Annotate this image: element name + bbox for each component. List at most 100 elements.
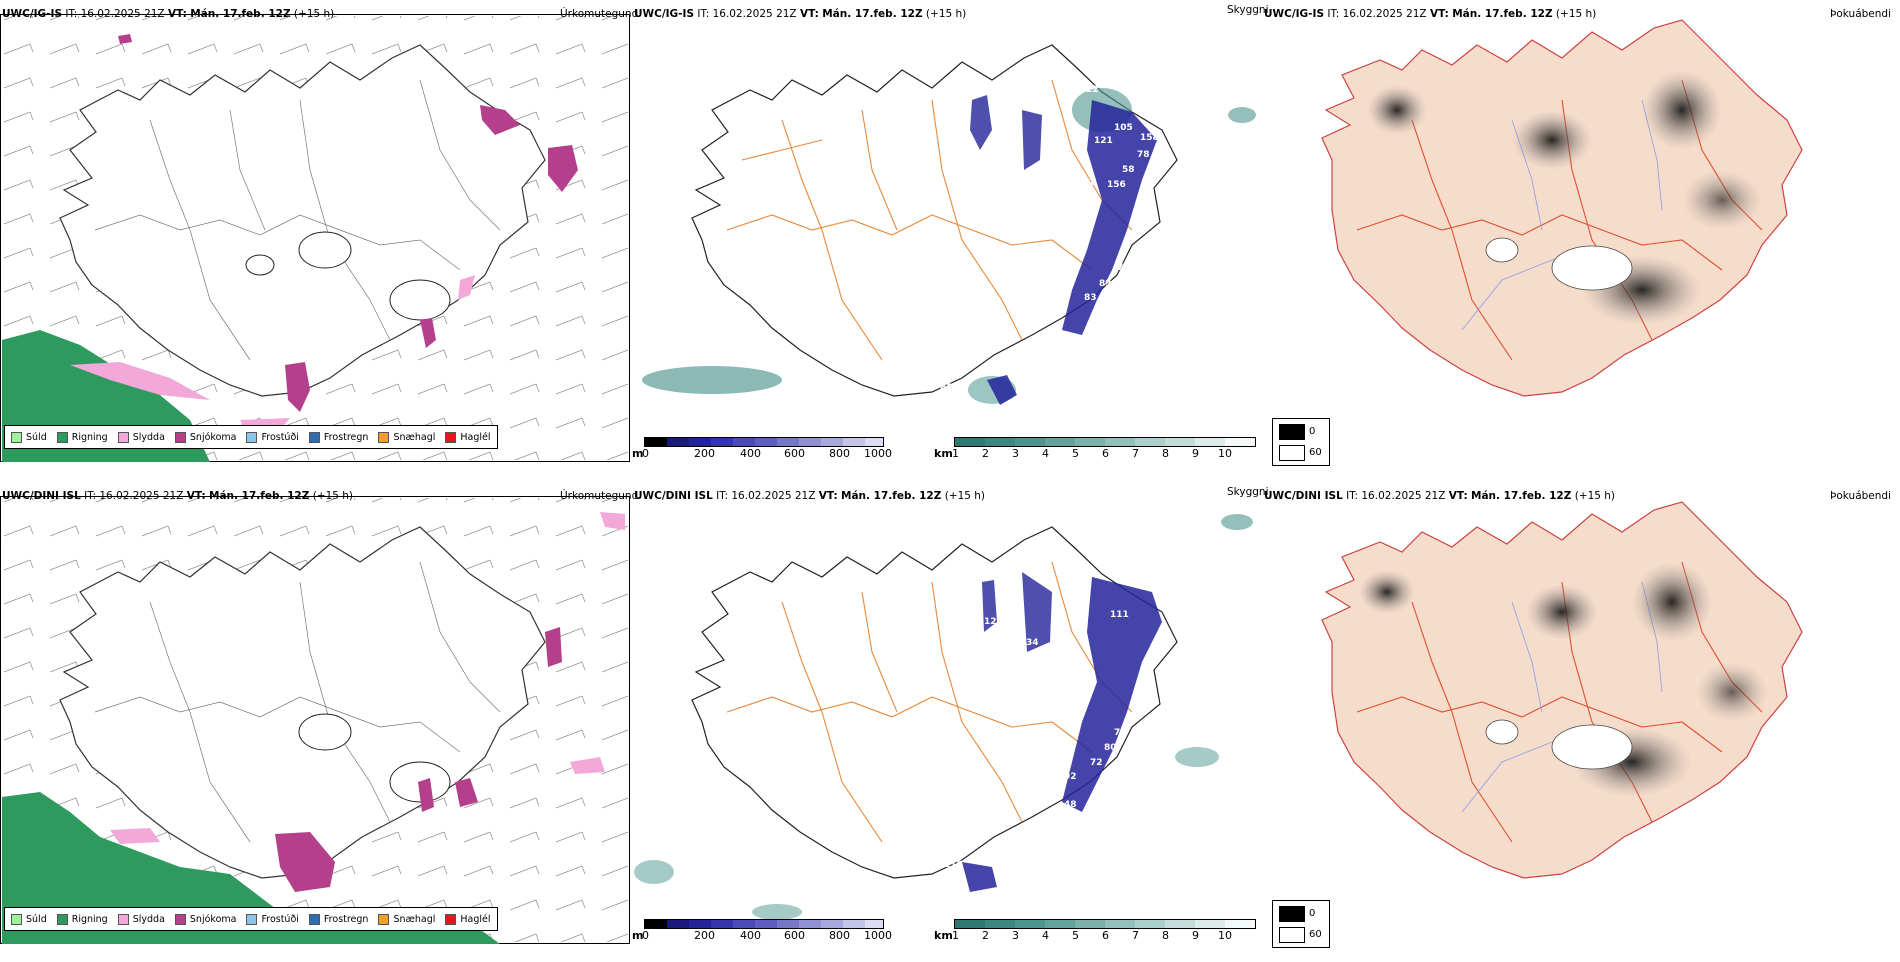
visibility-tick: 3 bbox=[1012, 447, 1019, 460]
row1-fog-header: UWC/IG-IS IT: 16.02.2025 21Z VT: Mán. 17… bbox=[1264, 8, 1597, 20]
legend-item: Slydda bbox=[117, 913, 165, 925]
station-label: 92 bbox=[1064, 772, 1077, 782]
ceiling-colorbar: m 0 200 400 600 800 1000 bbox=[632, 918, 892, 944]
fog-legend-white-swatch bbox=[1279, 445, 1305, 461]
ceiling-area bbox=[970, 95, 992, 150]
legend-swatch bbox=[117, 913, 129, 925]
row2-visibility-title: Skyggni bbox=[1227, 486, 1269, 498]
fog-legend-black-swatch bbox=[1279, 906, 1305, 922]
visibility-tick: 9 bbox=[1192, 929, 1199, 942]
glacier-outline bbox=[1551, 245, 1633, 291]
visibility-tick: 2 bbox=[982, 447, 989, 460]
visibility-tick: 7 bbox=[1132, 929, 1139, 942]
station-label: 85 bbox=[940, 383, 953, 393]
station-label: 87 bbox=[1172, 168, 1185, 178]
fog-legend-black-swatch bbox=[1279, 424, 1305, 440]
station-label: 111 bbox=[1046, 220, 1065, 230]
snow-area bbox=[548, 145, 578, 192]
snow-area bbox=[480, 105, 520, 135]
snow-area bbox=[275, 832, 335, 892]
legend-item: Rigning bbox=[56, 431, 108, 443]
row2-fog-title: Þokuábendi bbox=[1830, 490, 1891, 502]
station-label: 80 bbox=[1104, 743, 1117, 753]
station-label: 88 bbox=[1050, 623, 1063, 633]
glacier-outline bbox=[245, 254, 275, 276]
row1-precip-type-panel: UWC/IG-IS IT: 16.02.2025 21Z VT: Mán. 17… bbox=[0, 0, 638, 480]
legend-swatch bbox=[308, 431, 320, 443]
snow-area bbox=[420, 318, 436, 348]
visibility-tick: 8 bbox=[1162, 929, 1169, 942]
road-network bbox=[726, 79, 1133, 361]
station-label: 68 bbox=[1084, 178, 1097, 188]
legend-swatch bbox=[378, 431, 390, 443]
ceiling-tick: 1000 bbox=[864, 929, 892, 942]
legend-item: Haglél bbox=[445, 431, 491, 443]
row2-fog-panel: UWC/DINI ISL IT: 16.02.2025 21Z VT: Mán.… bbox=[1262, 482, 1892, 962]
station-label: 78 bbox=[1137, 150, 1150, 160]
road-network bbox=[94, 79, 501, 361]
fog-area bbox=[1526, 584, 1598, 640]
row1-precip-frame bbox=[0, 14, 630, 462]
road-network bbox=[94, 561, 501, 843]
fog-legend-white-swatch bbox=[1279, 927, 1305, 943]
visibility-tick: 4 bbox=[1042, 929, 1049, 942]
fog-area bbox=[1632, 562, 1712, 642]
station-label: 122 bbox=[1080, 85, 1099, 95]
vis-area bbox=[634, 860, 674, 884]
fog-area bbox=[1682, 170, 1762, 230]
ceiling-colorbar-swatches bbox=[644, 919, 884, 929]
row1-visibility-map: 122 105 121 158 78 87 58 156 68 76 111 7… bbox=[642, 44, 1256, 405]
station-label: 105 bbox=[1114, 123, 1133, 133]
ceiling-tick: 400 bbox=[740, 447, 761, 460]
station-label: 83 bbox=[1084, 293, 1097, 303]
visibility-colorbar-swatches bbox=[954, 437, 1256, 447]
glacier-outline bbox=[298, 713, 352, 751]
ceiling-area bbox=[1022, 110, 1042, 170]
legend-item: Frostregn bbox=[308, 913, 368, 925]
ceiling-tick: 600 bbox=[784, 929, 805, 942]
visibility-tick: 8 bbox=[1162, 447, 1169, 460]
visibility-colorbar: km 1 2 3 4 5 6 7 8 9 10 bbox=[934, 436, 1256, 462]
legend-item: Snjókoma bbox=[174, 431, 236, 443]
sleet-area bbox=[70, 362, 210, 400]
glacier-outline bbox=[1551, 724, 1633, 770]
station-label: 62 bbox=[1060, 338, 1073, 348]
row1-fog-panel: UWC/IG-IS IT: 16.02.2025 21Z VT: Mán. 17… bbox=[1262, 0, 1892, 480]
snow-area bbox=[545, 627, 562, 667]
station-label: 89 bbox=[1099, 279, 1112, 289]
fog-legend: 0 60 bbox=[1272, 900, 1330, 948]
ceiling-tick: 800 bbox=[829, 447, 850, 460]
sleet-area bbox=[600, 512, 625, 530]
ceiling-tick: 400 bbox=[740, 929, 761, 942]
station-label: 34 bbox=[1026, 638, 1039, 648]
visibility-tick: 9 bbox=[1192, 447, 1199, 460]
fog-area bbox=[1367, 85, 1427, 135]
fog-area bbox=[1642, 70, 1722, 150]
legend-item: Frostúði bbox=[246, 913, 299, 925]
fog-area bbox=[1696, 662, 1768, 722]
visibility-tick: 7 bbox=[1132, 447, 1139, 460]
fog-area bbox=[1512, 110, 1592, 170]
ceiling-tick: 0 bbox=[642, 929, 649, 942]
row2-visibility-header-text: UWC/DINI ISL IT: 16.02.2025 21Z VT: Mán.… bbox=[634, 490, 986, 502]
legend-item: Rigning bbox=[56, 913, 108, 925]
row1-station-labels: 122 105 121 158 78 87 58 156 68 76 111 7… bbox=[940, 85, 1185, 393]
row2-precip-map bbox=[2, 498, 628, 944]
vis-area bbox=[1228, 107, 1256, 123]
ceiling-colorbar-swatches bbox=[644, 437, 884, 447]
legend-item: Haglél bbox=[445, 913, 491, 925]
visibility-colorbar-swatches bbox=[954, 919, 1256, 929]
legend-item: Slydda bbox=[117, 431, 165, 443]
ceiling-tick: 1000 bbox=[864, 447, 892, 460]
legend-swatch bbox=[117, 431, 129, 443]
vis-area bbox=[1221, 514, 1253, 530]
station-label: 48 bbox=[1064, 800, 1077, 810]
station-label: 156 bbox=[1107, 180, 1126, 190]
legend-item: Snæhagl bbox=[378, 913, 435, 925]
glacier-outline bbox=[298, 231, 352, 269]
legend-swatch bbox=[56, 913, 68, 925]
legend-item: Snæhagl bbox=[378, 431, 435, 443]
row1-visibility-title: Skyggni bbox=[1227, 4, 1269, 16]
glacier-outline bbox=[389, 279, 451, 321]
fog-legend: 0 60 bbox=[1272, 418, 1330, 466]
